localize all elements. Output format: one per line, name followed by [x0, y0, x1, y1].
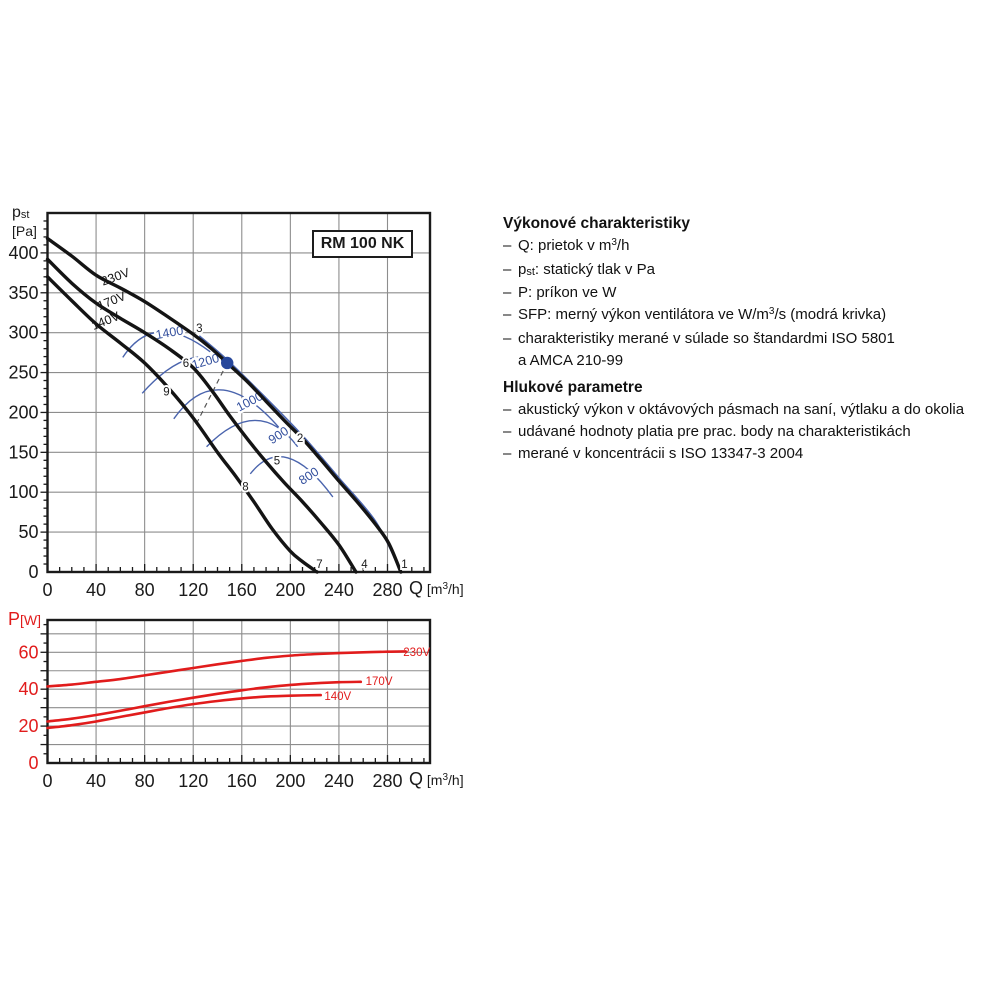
x-tick-label: 240 [324, 580, 354, 600]
point-label-6: 6 [183, 358, 189, 370]
x-tick-label: 80 [135, 580, 155, 600]
curve-label-170V: 170V [366, 676, 393, 688]
power-chart: 0 40 80 120 160 200 240 280 0 20 40 60 230V 170V 140V [18, 618, 432, 791]
bullet-line: SFP: merný výkon ventilátora ve W/m3/s (… [518, 306, 887, 323]
point-label-3: 3 [196, 323, 202, 335]
power-x-axis-label: Q [m3/h] [409, 769, 464, 789]
point-label-4: 4 [361, 559, 368, 571]
point-label-8: 8 [242, 482, 248, 494]
pst-label: pst [12, 204, 30, 221]
y-tick-label: 100 [8, 482, 38, 502]
y-tick-label: 300 [8, 323, 38, 343]
noise-bullet-list: – akustický výkon v oktávových pásmach na… [503, 399, 997, 465]
y-tick-label: 20 [18, 716, 38, 736]
x-tick-label: 80 [135, 771, 155, 791]
sfp-label-800: 800 [296, 465, 321, 488]
x-tick-label: 120 [178, 771, 208, 791]
bullet-line: udávané hodnoty platia pre prac. body na… [518, 423, 911, 440]
y-tick-label: 60 [18, 642, 38, 662]
point-label-2: 2 [297, 433, 303, 445]
y-tick-label: 40 [18, 679, 38, 699]
x-tick-label: 280 [372, 580, 402, 600]
bullet-item: – udávané hodnoty platia pre prac. body n… [503, 421, 997, 443]
bullet-item: – merané v koncentrácii s ISO 13347-3 200… [503, 443, 997, 465]
bullet-line: charakteristiky merané v súlade so štand… [518, 330, 895, 347]
pressure-x-axis-label: Q [m3/h] [409, 578, 464, 598]
bullet-dash: – [503, 423, 512, 440]
x-tick-label: 280 [372, 771, 402, 791]
bullet-line: akustický výkon v oktávových pásmach na … [518, 401, 965, 418]
bullet-item: – SFP: merný výkon ventilátora ve W/m3/s … [503, 304, 997, 328]
bullet-dash: – [503, 330, 512, 347]
sfp-arc-1400 [122, 331, 211, 358]
curve-170V [45, 257, 358, 574]
bullet-line: Q: prietok v m3/h [518, 237, 630, 254]
bullet-line: merané v koncentrácii s ISO 13347-3 2004 [518, 445, 804, 462]
x-tick-label: 240 [324, 771, 354, 791]
y-tick-label: 150 [8, 442, 38, 462]
y-tick-label: 350 [8, 283, 38, 303]
performance-bullet-list: – Q: prietok v m3/h – pst: statický tlak v … [503, 235, 997, 372]
description-panel: Výkonové charakteristiky – Q: prietok v m… [503, 213, 997, 465]
curve-170V [46, 680, 363, 723]
curve-230V [46, 650, 408, 688]
sfp-arc-800 [249, 456, 334, 498]
model-title-box: RM 100 NK [312, 230, 413, 258]
x-tick-label: 200 [275, 580, 305, 600]
bullet-line: P: príkon ve W [518, 284, 617, 301]
dashed-connector [195, 362, 228, 426]
y-tick-label: 0 [28, 753, 38, 773]
x-tick-label: 160 [227, 580, 257, 600]
bullet-item: – P: príkon ve W [503, 282, 997, 304]
point-label-1: 1 [401, 559, 407, 571]
curve-label-140V: 140V [324, 691, 351, 703]
curve-140V [45, 275, 319, 574]
point-label-9: 9 [163, 387, 169, 399]
y-tick-label: 200 [8, 402, 38, 422]
bullet-item: – Q: prietok v m3/h [503, 235, 997, 259]
bullet-dash: – [503, 237, 512, 254]
bullet-line: a AMCA 210-99 [518, 352, 624, 369]
x-tick-label: 0 [42, 580, 52, 600]
point-label-5: 5 [274, 455, 280, 467]
x-tick-label: 40 [86, 771, 106, 791]
pressure-y-axis-label: pst [Pa] [12, 204, 37, 240]
y-tick-label: 250 [8, 363, 38, 383]
bullet-line: pst: statický tlak v Pa [518, 261, 655, 278]
power-y-axis-label: P[W] [8, 609, 42, 629]
bullet-item: – akustický výkon v oktávových pásmach na… [503, 399, 997, 421]
plot-border [46, 211, 432, 574]
bullet-dash: – [503, 261, 512, 278]
bullet-dash: – [503, 401, 512, 418]
bullet-item: – pst: statický tlak v Pa [503, 259, 997, 282]
y-tick-label: 0 [28, 562, 38, 582]
x-tick-label: 160 [227, 771, 257, 791]
x-tick-label: 200 [275, 771, 305, 791]
point-label-7: 7 [316, 559, 322, 571]
curve-140V [46, 693, 323, 730]
curve-label-140V: 140V [89, 309, 122, 333]
pa-unit-label: [Pa] [12, 223, 37, 239]
bullet-dash: – [503, 445, 512, 462]
noise-heading: Hlukové parametre [503, 379, 643, 396]
plot-border [46, 618, 432, 765]
x-tick-label: 0 [42, 771, 52, 791]
sfp-arc-900 [206, 419, 299, 448]
pressure-chart: 0 40 80 120 160 200 240 28005010015020025030035… [8, 211, 432, 600]
x-tick-label: 40 [86, 580, 106, 600]
y-tick-label: 50 [18, 522, 38, 542]
sfp-curve [198, 335, 398, 565]
operating-point [221, 356, 234, 370]
x-tick-label: 120 [178, 580, 208, 600]
bullet-dash: – [503, 284, 512, 301]
curve-230V [45, 236, 403, 574]
performance-heading: Výkonové charakteristiky [503, 215, 690, 232]
y-tick-label: 400 [8, 243, 38, 263]
bullet-item: – charakteristiky merané v súlade so štan… [503, 328, 997, 372]
sfp-label-900: 900 [266, 424, 291, 447]
curve-label-230V: 230V [403, 647, 430, 659]
bullet-dash: – [503, 306, 512, 323]
